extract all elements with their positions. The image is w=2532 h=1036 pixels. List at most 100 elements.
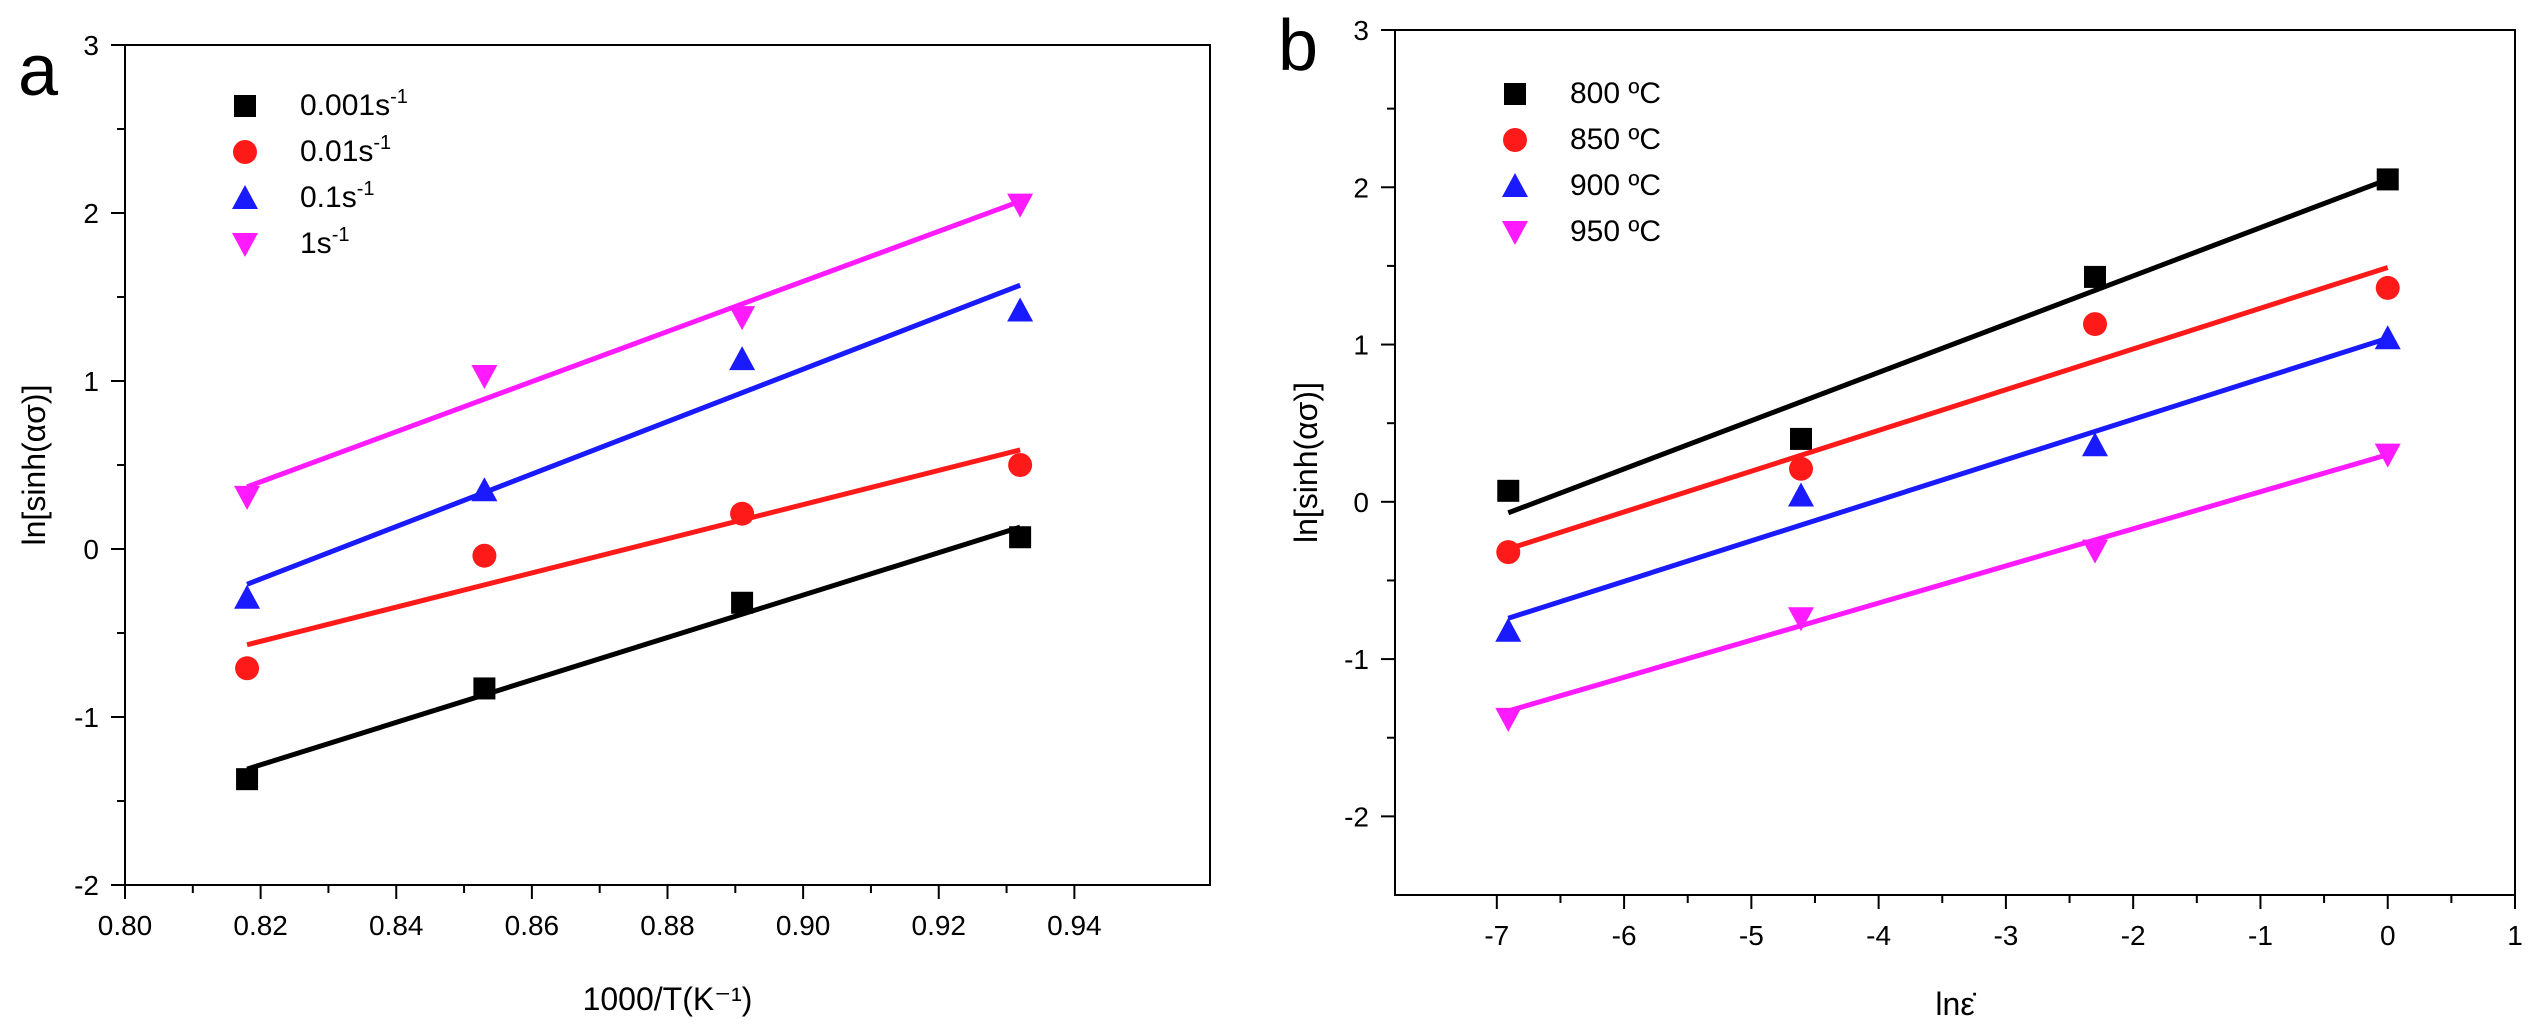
data-point bbox=[1007, 193, 1034, 218]
data-point bbox=[471, 477, 498, 502]
x-axis-label: lnε̇ bbox=[1935, 986, 1976, 1022]
legend-label: 0.001s-1 bbox=[300, 86, 408, 122]
legend-marker bbox=[1504, 83, 1526, 105]
fit-line bbox=[1507, 452, 2389, 714]
plot-frame bbox=[1394, 29, 2516, 896]
data-point bbox=[1495, 707, 1522, 732]
chart-panel-a: 0.80 0.82 0.84 0.86 0.88 0.90 0.92 0.94 -2 -1 0 1 2 3… bbox=[16, 30, 1211, 1017]
data-point bbox=[2374, 325, 2401, 350]
x-tick-label: -1 bbox=[2248, 920, 2273, 951]
x-tick-label: 0 bbox=[2380, 920, 2396, 951]
series-0 bbox=[236, 524, 1032, 791]
fit-line bbox=[246, 282, 1022, 587]
data-point bbox=[2376, 168, 2399, 191]
data-point bbox=[2084, 265, 2106, 288]
data-point bbox=[731, 591, 754, 614]
legend-marker bbox=[232, 233, 258, 257]
data-point bbox=[235, 656, 260, 681]
data-point bbox=[1007, 297, 1034, 322]
series-1 bbox=[1496, 265, 2400, 565]
x-tick-label: -2 bbox=[2121, 920, 2146, 951]
data-point bbox=[1788, 607, 1814, 632]
x-tick-label: -3 bbox=[1993, 920, 2018, 951]
legend-label: 900 ºC bbox=[1570, 169, 1661, 202]
x-tick-label: 1 bbox=[2507, 920, 2523, 951]
y-tick-label: 1 bbox=[1353, 330, 1369, 361]
data-point bbox=[471, 364, 498, 389]
legend-marker bbox=[233, 140, 257, 164]
x-tick-label: -4 bbox=[1866, 920, 1891, 951]
series-2 bbox=[1495, 325, 2401, 642]
y-tick-label: -2 bbox=[74, 870, 99, 901]
legend-marker bbox=[234, 95, 256, 117]
x-axis-label: 1000/T(K⁻¹) bbox=[583, 981, 753, 1017]
plot-frame bbox=[124, 44, 1211, 886]
series-2 bbox=[234, 282, 1034, 609]
x-tick-label: -5 bbox=[1739, 920, 1764, 951]
data-point bbox=[2082, 539, 2108, 564]
fit-line bbox=[1507, 335, 2389, 621]
data-point bbox=[2375, 275, 2400, 300]
data-point bbox=[1788, 482, 1814, 507]
y-tick-label: 2 bbox=[1353, 172, 1369, 203]
y-axis-label: ln[sinh(ασ)] bbox=[16, 385, 52, 546]
data-point bbox=[1008, 453, 1033, 477]
y-axis-label: ln[sinh(ασ)] bbox=[1288, 382, 1324, 543]
data-point bbox=[1789, 456, 1813, 481]
data-point bbox=[2374, 443, 2401, 468]
panel-label-b: b bbox=[1278, 6, 1318, 86]
data-point bbox=[2082, 432, 2108, 457]
data-point bbox=[2083, 312, 2107, 337]
series-3 bbox=[1495, 443, 2401, 732]
x-tick-label: 0.92 bbox=[912, 910, 967, 941]
data-point bbox=[729, 306, 756, 331]
y-tick-label: 2 bbox=[83, 198, 99, 229]
chart-panel-b: -7 -6 -5 -4 -3 -2 -1 0 1 -2 -1 0 1 2 3 lnε̇ ln[sinh(ασ)]… bbox=[1288, 15, 2523, 1022]
legend-label-superscript: -1 bbox=[332, 224, 350, 246]
y-tick-label: 0 bbox=[83, 534, 99, 565]
data-point bbox=[1009, 526, 1032, 549]
y-tick-label: 0 bbox=[1353, 487, 1369, 518]
legend-label-superscript: -1 bbox=[373, 132, 391, 154]
data-point bbox=[234, 485, 261, 510]
y-tick-label: -1 bbox=[1344, 644, 1369, 675]
legend-label: 0.1s-1 bbox=[300, 178, 375, 214]
data-point bbox=[236, 768, 259, 791]
x-tick-label: 0.80 bbox=[98, 910, 153, 941]
fit-line bbox=[246, 198, 1021, 490]
x-tick-label: 0.82 bbox=[233, 910, 288, 941]
legend-marker bbox=[1502, 173, 1528, 197]
panel-label-a: a bbox=[18, 31, 59, 111]
x-tick-label: 0.84 bbox=[369, 910, 424, 941]
x-tick-label: 0.94 bbox=[1047, 910, 1102, 941]
data-point bbox=[234, 584, 261, 609]
legend-label-superscript: -1 bbox=[357, 178, 375, 200]
legend-marker bbox=[1503, 128, 1527, 152]
legend-label: 1s-1 bbox=[300, 224, 349, 260]
data-point bbox=[473, 677, 496, 700]
x-tick-label: 0.88 bbox=[640, 910, 695, 941]
fit-line bbox=[246, 447, 1021, 648]
legend-label: 950 ºC bbox=[1570, 215, 1661, 248]
y-tick-label: 3 bbox=[83, 30, 99, 61]
fit-line bbox=[1507, 265, 2389, 552]
y-tick-label: -2 bbox=[1344, 801, 1369, 832]
x-tick-label: -6 bbox=[1612, 920, 1637, 951]
fit-line bbox=[246, 524, 1021, 772]
legend-marker bbox=[1502, 221, 1528, 245]
series-1 bbox=[235, 447, 1033, 681]
legend-label: 0.01s-1 bbox=[300, 132, 391, 168]
series-3 bbox=[234, 193, 1034, 510]
data-point bbox=[1497, 479, 1520, 502]
y-tick-label: -1 bbox=[74, 702, 99, 733]
data-point bbox=[730, 501, 755, 526]
x-tick-label: 0.90 bbox=[776, 910, 831, 941]
data-point bbox=[1790, 427, 1812, 450]
y-tick-label: 1 bbox=[83, 366, 99, 397]
legend-label: 850 ºC bbox=[1570, 123, 1661, 156]
data-point bbox=[729, 346, 756, 371]
series-0 bbox=[1497, 168, 2399, 516]
x-tick-label: -7 bbox=[1484, 920, 1509, 951]
y-tick-label: 3 bbox=[1353, 15, 1369, 46]
